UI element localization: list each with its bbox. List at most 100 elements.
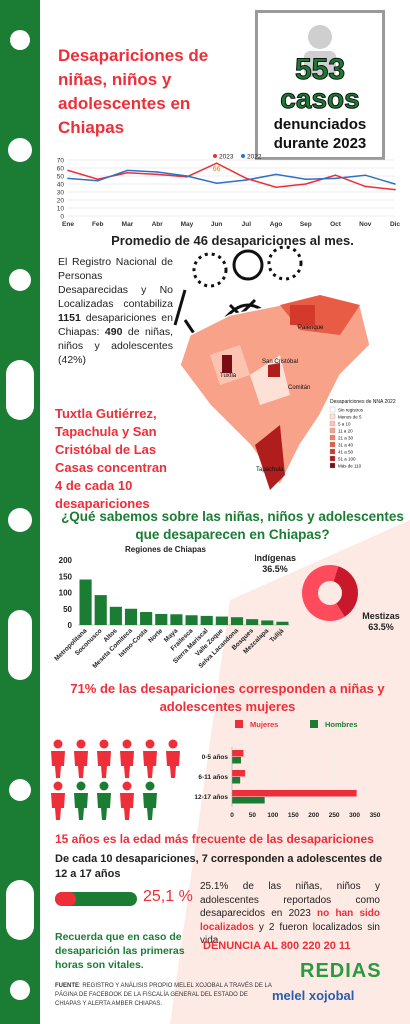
pie-label-0: Indígenas (255, 553, 296, 563)
point-2023-8 (305, 183, 307, 185)
legend-swatch-0 (329, 406, 336, 413)
bar-y-tick-1: 50 (63, 605, 72, 614)
concentration-text: Tuxtla Gutiérrez, Tapachula y San Cristó… (55, 406, 167, 511)
person-figure-0-4 (143, 739, 157, 778)
legend-swatch-8 (329, 462, 336, 469)
average-text: Promedio de 46 desapariciones al mes. (111, 233, 354, 248)
point-2023-1 (96, 178, 99, 180)
report-phone: DENUNCIA AL 800 220 20 11 (203, 940, 351, 952)
person-head (99, 781, 109, 791)
bar-1 (94, 595, 107, 625)
progress-fill (55, 892, 76, 906)
bar-5 (155, 613, 168, 625)
not-located-text: 25.1% de las niñas, niños y adolescentes… (200, 880, 380, 948)
x-tick-7: Ago (270, 221, 283, 228)
person-body (97, 751, 111, 778)
hbar-Mujeres-1 (232, 770, 246, 777)
hbar-x-tick-5: 250 (329, 812, 340, 819)
person-figure-1-0 (51, 781, 65, 820)
hbar-x-tick-3: 150 (288, 812, 299, 819)
person-body (74, 793, 88, 820)
y-tick-6: 60 (57, 166, 65, 173)
bar-13 (276, 621, 289, 625)
registry-n1: 1151 (58, 312, 81, 324)
person-head (122, 739, 132, 749)
point-2022-6 (245, 179, 248, 181)
progress-label: 25,1 % (143, 888, 193, 905)
legend-item-8: Más de 110 (338, 464, 362, 469)
pie-value-0: 36.5% (262, 564, 288, 574)
pct71-line-a: 71% de las desapariciones corresponden a… (70, 681, 385, 696)
hbar-Hombres-0 (232, 757, 241, 764)
series-line-2022 (67, 169, 396, 185)
person-body (74, 751, 88, 778)
legend-swatch-4 (329, 434, 336, 441)
person-figure-1-4 (143, 781, 157, 820)
person-head (53, 739, 63, 749)
pct71-heading: 71% de las desapariciones corresponden a… (50, 680, 405, 716)
registry-t1: El Registro Nacional de Personas Desapar… (58, 256, 173, 310)
person-head (99, 739, 109, 749)
bar-label-5: Norte (147, 627, 164, 644)
bar-7 (185, 615, 198, 625)
person-head (145, 739, 155, 749)
bar-6 (170, 614, 183, 625)
bar-y-tick-4: 200 (59, 556, 73, 565)
hbar-x-tick-0: 0 (230, 812, 234, 819)
hbar-Mujeres-2 (232, 790, 357, 797)
x-tick-1: Feb (92, 221, 104, 228)
person-body (143, 793, 157, 820)
melel-logo: melel xojobal (272, 988, 355, 1003)
point-2023-7 (275, 186, 277, 188)
source-label: FUENTE (55, 983, 79, 989)
hbar-cat-1: 6-11 años (198, 774, 228, 781)
legend-swatch-1 (329, 413, 336, 420)
y-tick-3: 30 (57, 190, 65, 197)
legend-swatch-5 (329, 441, 336, 448)
legend-marker-2023 (213, 154, 217, 158)
bar-10 (230, 617, 244, 625)
registry-text: El Registro Nacional de Personas Desapar… (58, 255, 173, 367)
map-city-comitan: Comitán (288, 385, 310, 391)
hbar-x-tick-1: 50 (249, 812, 257, 819)
bar-12 (261, 620, 274, 625)
person-body (51, 751, 65, 778)
map-legend: Desapariciones de NNA 2022 Sin registros… (329, 399, 396, 469)
point-2022-9 (334, 177, 337, 180)
y-tick-7: 70 (57, 158, 65, 165)
x-tick-4: May (181, 221, 194, 228)
point-2023-0 (67, 169, 69, 172)
hbar-x-tick-2: 100 (267, 812, 278, 819)
map-city-palenque: Palenque (298, 325, 324, 331)
person-head (53, 781, 63, 791)
series-line-2023 (67, 162, 396, 191)
people-pictogram (51, 739, 180, 820)
hbar-Hombres-2 (232, 797, 265, 804)
x-tick-9: Oct (330, 221, 342, 228)
bar-4 (140, 612, 153, 625)
age-frequent-text: 15 años es la edad más frecuente de las … (55, 832, 374, 846)
hbar-cat-2: 12-17 años (194, 794, 228, 801)
point-2022-2 (126, 169, 129, 172)
point-2022-5 (215, 182, 218, 184)
pie-slice-0 (333, 566, 358, 617)
point-2023-11 (394, 188, 396, 191)
bar-8 (200, 615, 213, 625)
point-2022-4 (186, 175, 188, 177)
reminder-text: Recuerda que en caso de desaparición las… (55, 931, 185, 971)
pie-label-1: Mestizas (362, 611, 400, 621)
not-located-t1: 25.1% de las niñas, niños y adolescentes… (200, 881, 380, 919)
hbar-Mujeres-0 (232, 750, 244, 757)
bar-0 (79, 579, 92, 625)
point-2023-6 (245, 177, 248, 180)
cases-number: 553 (294, 53, 346, 87)
cases-sub1: denunciados (273, 116, 367, 133)
x-tick-0: Ene (62, 221, 74, 228)
legend-item-2: 5 a 10 (338, 422, 351, 427)
person-body (120, 751, 134, 778)
registry-n2: 490 (104, 326, 123, 338)
legend-swatch-7 (329, 455, 336, 462)
